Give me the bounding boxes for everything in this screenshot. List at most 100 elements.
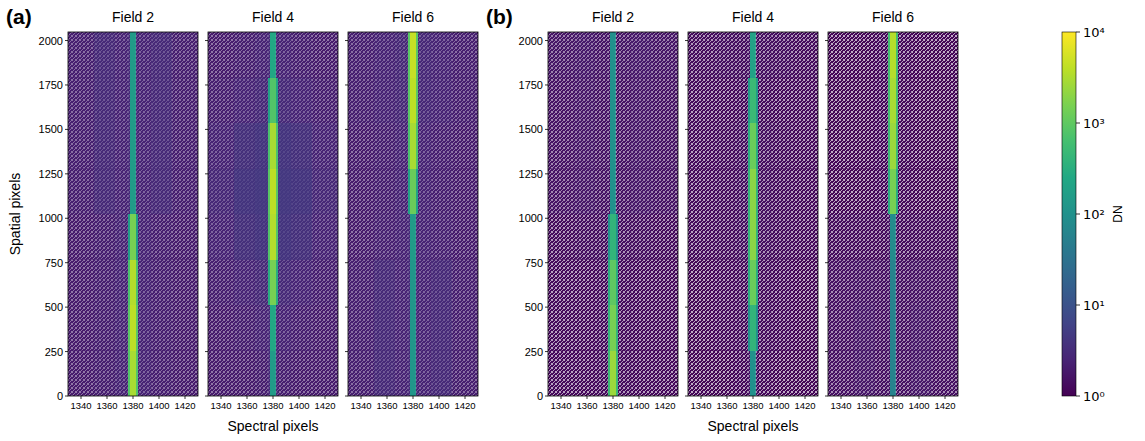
heat-cell	[234, 305, 255, 351]
noise-texture	[875, 214, 888, 260]
heat-cell	[94, 214, 115, 260]
heat-cell	[608, 214, 611, 260]
noise-texture	[151, 78, 172, 124]
heat-cell	[595, 214, 608, 260]
noise-texture	[652, 351, 678, 397]
heat-cell	[748, 32, 751, 78]
heat-cell	[748, 214, 751, 260]
y-tick	[345, 307, 348, 308]
heat-cell	[631, 305, 652, 351]
noise-texture	[574, 214, 595, 260]
heat-cell	[374, 78, 395, 124]
heat-cell	[875, 351, 888, 397]
x-tick-label: 1420	[454, 400, 475, 411]
heat-cell	[68, 123, 94, 169]
heat-cell	[688, 169, 714, 215]
noise-texture	[151, 305, 172, 351]
heat-cell	[208, 169, 234, 215]
noise-texture	[208, 123, 234, 169]
cells	[688, 32, 818, 396]
noise-texture	[395, 169, 408, 215]
noise-texture	[68, 169, 94, 215]
heat-cell	[312, 351, 338, 397]
heat-cell	[911, 305, 932, 351]
noise-texture	[792, 351, 818, 397]
noise-texture	[875, 78, 888, 124]
noise-texture	[652, 123, 678, 169]
noise-texture	[348, 214, 374, 260]
heat-cell	[291, 351, 312, 397]
x-tick	[639, 396, 640, 399]
noise-texture	[574, 260, 595, 306]
noise-texture	[138, 260, 151, 306]
heat-cell	[548, 169, 574, 215]
noise-texture	[418, 351, 431, 397]
noise-texture	[418, 32, 431, 78]
noise-texture	[312, 169, 338, 215]
heat-cell	[410, 351, 415, 397]
noise-texture	[631, 305, 652, 351]
heat-cell	[896, 78, 899, 124]
y-tick	[345, 129, 348, 130]
x-tick-label: 1360	[576, 400, 597, 411]
heat-cell	[792, 32, 818, 78]
noise-texture	[896, 351, 899, 397]
y-tick	[825, 84, 828, 85]
noise-texture	[792, 305, 818, 351]
heat-cell	[688, 32, 714, 78]
heat-cell	[890, 123, 895, 169]
noise-texture	[408, 305, 411, 351]
heat-cell	[130, 260, 135, 306]
heat-cell	[431, 260, 452, 306]
heat-cell	[172, 32, 198, 78]
heat-cell	[151, 32, 172, 78]
noise-texture	[291, 351, 312, 397]
noise-texture	[136, 32, 139, 78]
heat-cell	[758, 260, 771, 306]
noise-texture	[268, 305, 271, 351]
heat-cell	[854, 123, 875, 169]
x-tick-label: 1360	[96, 400, 117, 411]
noise-texture	[452, 214, 478, 260]
heat-cell	[452, 32, 478, 78]
heat-cell	[595, 32, 608, 78]
heat-cell	[418, 169, 431, 215]
heat-cell	[610, 351, 615, 397]
noise-texture	[595, 78, 608, 124]
heat-cell	[255, 305, 268, 351]
heat-cell	[595, 305, 608, 351]
x-tick	[159, 396, 160, 399]
colorbar-tick-label: 10¹	[1083, 298, 1105, 313]
heat-cell	[128, 260, 131, 306]
noise-texture	[395, 351, 408, 397]
noise-texture	[234, 305, 255, 351]
noise-texture	[291, 305, 312, 351]
y-tick	[205, 173, 208, 174]
heat-cell	[410, 169, 415, 215]
heat-cell	[896, 169, 899, 215]
heat-cell	[408, 123, 411, 169]
heat-cell	[255, 169, 268, 215]
y-tick-label: 750	[525, 257, 543, 269]
heat-cell	[890, 169, 895, 215]
x-tick-label: 1420	[654, 400, 675, 411]
x-tick	[867, 396, 868, 399]
noise-texture	[688, 214, 714, 260]
heat-cell	[410, 78, 415, 124]
noise-texture	[312, 260, 338, 306]
heat-cell	[631, 260, 652, 306]
noise-texture	[291, 123, 312, 169]
heat-cell	[595, 351, 608, 397]
noise-texture	[875, 351, 888, 397]
heat-cell	[416, 78, 419, 124]
heat-cell	[268, 32, 271, 78]
heat-cell	[828, 305, 854, 351]
heat-cell	[128, 214, 131, 260]
heat-cell	[276, 305, 279, 351]
noise-texture	[748, 32, 751, 78]
noise-texture	[758, 260, 771, 306]
x-tick-label: 1380	[402, 400, 423, 411]
heat-cell	[756, 351, 759, 397]
heat-cell	[408, 32, 411, 78]
heat-cell	[888, 123, 891, 169]
